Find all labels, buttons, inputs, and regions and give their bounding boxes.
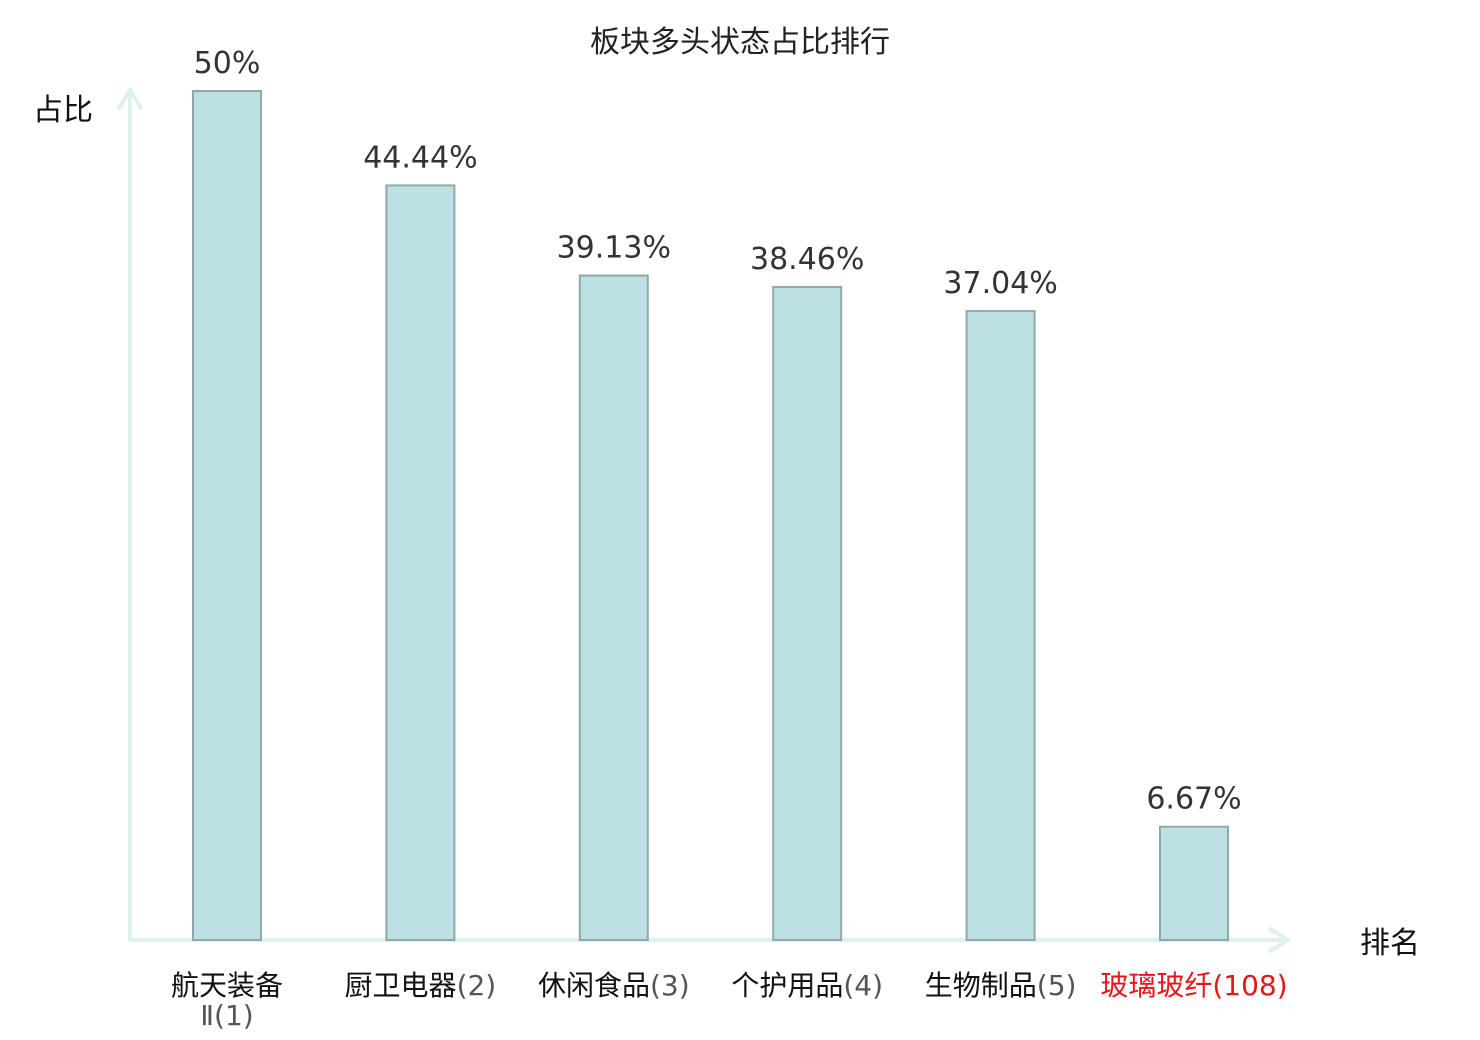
x-tick-label: 生物制品(5)	[925, 969, 1077, 1002]
value-label: 37.04%	[943, 266, 1057, 301]
x-axis-arrow	[1268, 927, 1290, 953]
bar	[578, 274, 649, 942]
bar	[192, 90, 262, 941]
x-tick-label: 玻璃玻纤(108)	[1100, 969, 1287, 1002]
bar	[772, 285, 843, 941]
value-label: 6.67%	[1146, 782, 1241, 817]
bar	[1159, 825, 1229, 942]
x-axis-title: 排名	[1360, 926, 1420, 961]
x-tick-label: 航天装备	[171, 969, 283, 1002]
x-tick-label: 休闲食品(3)	[538, 969, 690, 1002]
value-label: 44.44%	[363, 140, 477, 175]
x-tick-label-rank: Ⅱ(1)	[200, 999, 253, 1032]
x-tick-label: 个护用品(4)	[731, 969, 883, 1002]
chart-title: 板块多头状态占比排行	[590, 25, 890, 60]
y-axis-arrow	[117, 88, 143, 110]
y-axis-title: 占比	[33, 93, 93, 128]
bar	[385, 184, 456, 941]
value-label: 50%	[194, 46, 261, 81]
bar	[965, 310, 1036, 941]
value-label: 39.13%	[557, 231, 671, 266]
x-tick-label: 厨卫电器(2)	[345, 969, 497, 1002]
value-label: 38.46%	[750, 242, 864, 277]
